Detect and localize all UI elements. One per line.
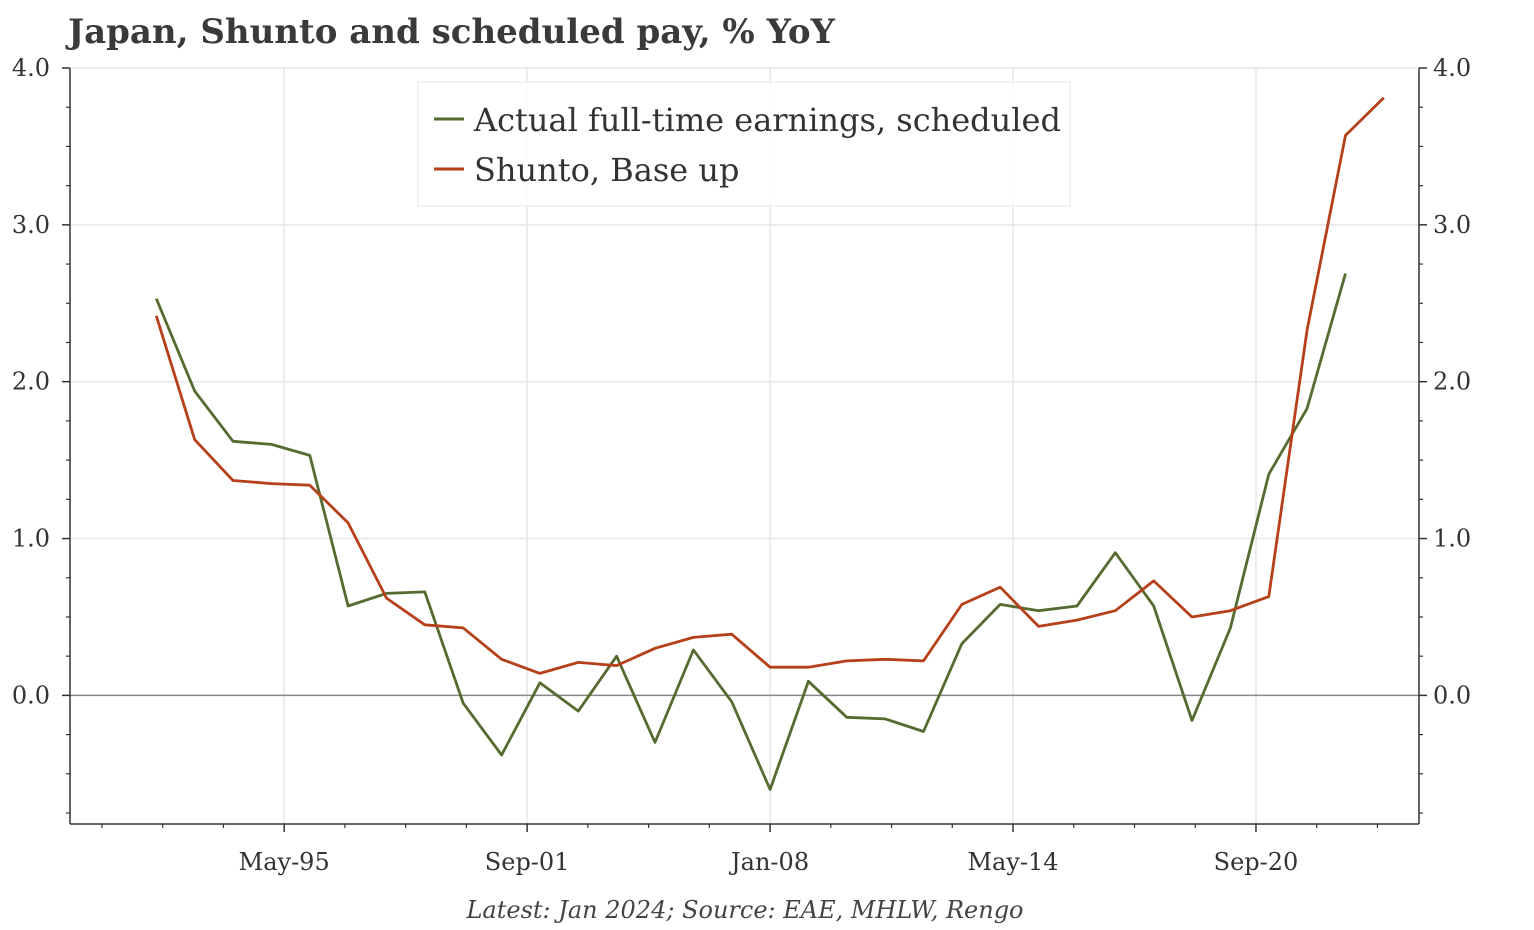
y-tick-label-right: 1.0 [1433,525,1471,553]
y-tick-label-right: 0.0 [1433,681,1471,709]
horizontal-gridlines [70,67,1419,540]
source-note: Latest: Jan 2024; Source: EAE, MHLW, Ren… [466,896,1024,924]
y-tick-label-left: 2.0 [12,368,50,396]
series-line-earnings [155,273,1347,791]
series-group [154,96,1385,791]
x-tick-label: Jan-08 [728,848,809,876]
y-tick-label-left: 1.0 [12,525,50,553]
y-tick-label-right: 3.0 [1433,211,1471,239]
x-tick-label: May-95 [239,848,330,876]
y-tick-label-left: 0.0 [12,681,50,709]
x-tick-label: May-14 [967,848,1058,876]
axes: 0.0 0.0 1.0 1.0 2.0 2.0 3.0 3.0 4.0 4.0 May-95 Sep-… [12,54,1471,876]
chart-title: Japan, Shunto and scheduled pay, % YoY [68,12,835,52]
y-tick-label-right: 4.0 [1433,54,1471,82]
legend-box [417,81,1071,207]
x-tick-label: Sep-20 [1214,848,1299,876]
series-line-shunto [154,96,1385,675]
y-tick-label-left: 3.0 [12,211,50,239]
y-tick-label-right: 2.0 [1433,368,1471,396]
x-tick-label: Sep-01 [485,848,570,876]
legend-label-earnings: Actual full-time earnings, scheduled [473,101,1061,139]
y-tick-label-left: 4.0 [12,54,50,82]
legend: Actual full-time earnings, scheduled Shu… [417,81,1071,207]
legend-label-shunto: Shunto, Base up [474,151,739,189]
